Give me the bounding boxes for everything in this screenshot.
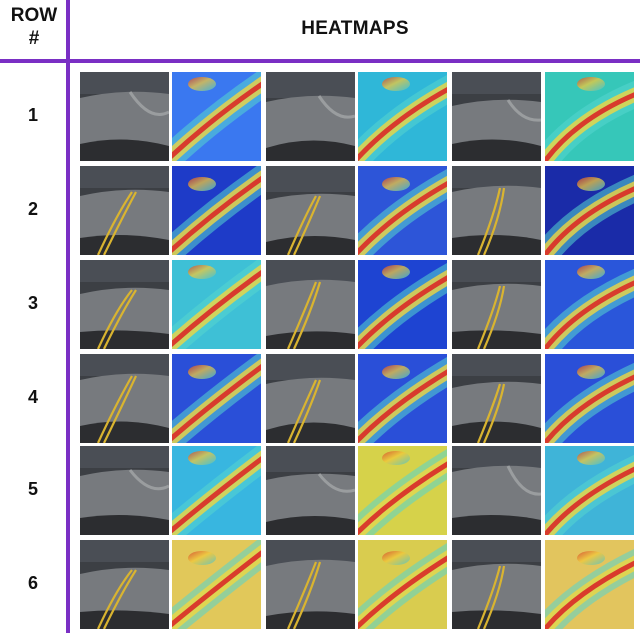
heatmap-image bbox=[172, 446, 261, 535]
heatmap-image bbox=[545, 260, 634, 349]
heatmap-image bbox=[545, 446, 634, 535]
heatmap-image bbox=[358, 540, 447, 629]
heatmap-image bbox=[172, 260, 261, 349]
row-column-header: ROW # bbox=[0, 4, 68, 50]
camera-image bbox=[452, 166, 541, 255]
camera-image bbox=[266, 446, 355, 535]
heatmap-image bbox=[545, 72, 634, 161]
heatmap-image bbox=[545, 354, 634, 443]
camera-image bbox=[452, 260, 541, 349]
camera-image bbox=[80, 446, 169, 535]
row-header-label: ROW bbox=[10, 5, 58, 26]
row-number: 3 bbox=[27, 293, 38, 313]
heatmap-image bbox=[358, 72, 447, 161]
camera-image bbox=[80, 540, 169, 629]
camera-image bbox=[452, 354, 541, 443]
camera-image bbox=[452, 72, 541, 161]
heatmap-image bbox=[172, 166, 261, 255]
row-number: 2 bbox=[27, 199, 38, 219]
heatmap-image bbox=[358, 260, 447, 349]
camera-image bbox=[80, 354, 169, 443]
camera-image bbox=[266, 354, 355, 443]
heatmap-image bbox=[172, 354, 261, 443]
row-number: 5 bbox=[27, 479, 38, 499]
camera-image bbox=[266, 166, 355, 255]
heatmap-image bbox=[358, 446, 447, 535]
camera-image bbox=[452, 540, 541, 629]
vertical-divider bbox=[66, 0, 70, 633]
horizontal-divider bbox=[0, 59, 640, 63]
heatmap-image bbox=[172, 540, 261, 629]
camera-image bbox=[80, 166, 169, 255]
heatmaps-title: HEATMAPS bbox=[301, 18, 409, 39]
row-number: 6 bbox=[27, 573, 38, 593]
heatmap-image bbox=[545, 540, 634, 629]
camera-image bbox=[266, 72, 355, 161]
heatmap-image bbox=[358, 354, 447, 443]
heatmap-image bbox=[172, 72, 261, 161]
heatmap-image bbox=[545, 166, 634, 255]
heatmap-image bbox=[358, 166, 447, 255]
camera-image bbox=[80, 260, 169, 349]
camera-image bbox=[80, 72, 169, 161]
header-row: ROW # HEATMAPS bbox=[0, 0, 640, 60]
camera-image bbox=[452, 446, 541, 535]
camera-image bbox=[266, 540, 355, 629]
row-number: 4 bbox=[27, 387, 38, 407]
row-header-hash: # bbox=[28, 28, 40, 49]
camera-image bbox=[266, 260, 355, 349]
row-number: 1 bbox=[27, 105, 38, 125]
